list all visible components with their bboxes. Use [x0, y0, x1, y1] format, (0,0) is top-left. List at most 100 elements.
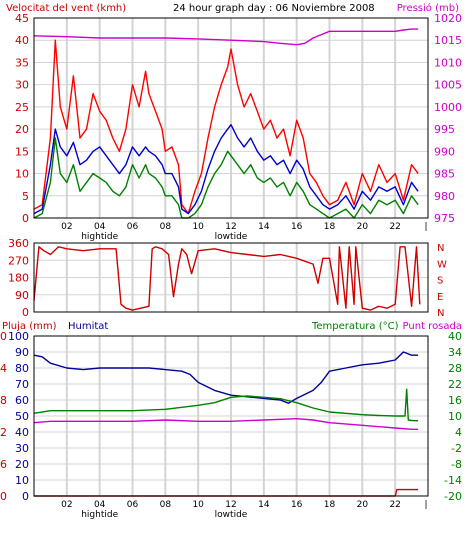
- panel3-frame: [33, 335, 429, 497]
- panel3-dewpoint-axis-title: Punt rosada: [403, 321, 462, 332]
- frame-layer: [33, 17, 429, 497]
- panel1-x-tick-label: 20: [357, 222, 369, 232]
- panel3-humidity-tick-label: 0: [22, 490, 29, 503]
- panel1-wind-tick-label: 15: [15, 145, 29, 158]
- panel1-x-tick-label: 10: [192, 222, 204, 232]
- panel3-x-tide-label: hightide: [81, 510, 118, 520]
- panel3-temperature-tick-label: 40: [448, 330, 462, 343]
- panel1-x-tick-label: 06: [127, 222, 139, 232]
- panel2-compass-label: N: [437, 308, 444, 319]
- panel1-pressure-tick-label: 1010: [434, 56, 462, 69]
- panel2-direction-tick-label: 90: [15, 289, 29, 302]
- panel3-humidity-tick-label: 30: [15, 442, 29, 455]
- panel1-x-tick-label: 14: [258, 222, 270, 232]
- panel1-pressure-tick-label: 1015: [434, 34, 462, 47]
- panel3-rain-axis-title: Pluja (mm): [2, 321, 57, 332]
- panel3-x-tick-label: 20: [357, 500, 369, 510]
- panel3-temperature-tick-label: -8: [451, 458, 462, 471]
- panel2-direction-tick-label: 360: [8, 237, 29, 250]
- panel1-x-tick-label: 16: [291, 222, 303, 232]
- panel3-x-tick-label: 12: [225, 500, 236, 510]
- panel2-direction-tick-label: 270: [8, 254, 29, 267]
- panel3-humidity-tick-label: 90: [15, 346, 29, 359]
- panel3-temperature-tick-label: 10: [448, 410, 462, 423]
- panel3-x-tick-label: 06: [127, 500, 139, 510]
- panel1-x-tick-label: 18: [324, 222, 336, 232]
- panel3-humidity-tick-label: 60: [15, 394, 29, 407]
- panel1-wind-tick-label: 0: [22, 212, 29, 225]
- chart-title: 24 hour graph day : 06 Noviembre 2008: [173, 3, 375, 14]
- tick-label-layer: 0510152025303540459759809859909951000100…: [0, 12, 462, 520]
- panel3-humidity-tick-label: 20: [15, 458, 29, 471]
- panel3-temperature-tick-label: 22: [448, 378, 462, 391]
- panel3-temperature-tick-label: -14: [444, 474, 462, 487]
- panel3-rain-tick-label: 30: [0, 330, 7, 343]
- panel1-wind-tick-label: 20: [15, 123, 29, 136]
- panel3-rain-tick-label: 0: [0, 490, 7, 503]
- panel3-temperature-tick-label: 16: [448, 394, 462, 407]
- panel3-humidity-axis-title: Humitat: [68, 321, 108, 332]
- panel1-wind-tick-label: 35: [15, 56, 29, 69]
- panel1-wind-tick-label: 5: [22, 190, 29, 203]
- panel3-temperature-tick-label: -20: [444, 490, 462, 503]
- panel3-temperature-axis-title: Temperatura (°C): [311, 321, 399, 332]
- panel3-rain-tick-label: 6: [0, 458, 7, 471]
- panel1-pressure-tick-label: 985: [434, 168, 455, 181]
- panel2-compass-label: W: [437, 259, 447, 270]
- panel3-x-tick-label: 08: [160, 500, 172, 510]
- panel1-wind-tick-label: 45: [15, 12, 29, 25]
- panel1-x-end-label: |: [424, 222, 427, 232]
- panel2-frame: [33, 242, 429, 313]
- panel1-right-axis-title: Pressió (mb): [397, 2, 459, 14]
- panel3-humidity-tick-label: 80: [15, 362, 29, 375]
- panel3-x-tide-label: lowtide: [215, 510, 248, 520]
- panel1-frame: [33, 17, 429, 219]
- panel2-series-line: [33, 246, 421, 311]
- panel1-series-line: [33, 28, 419, 46]
- panel1-series-line: [33, 39, 419, 215]
- panel3-x-tick-label: 16: [291, 500, 303, 510]
- panel1-wind-tick-label: 40: [15, 34, 29, 47]
- panel1-x-tick-label: 04: [94, 222, 106, 232]
- panel3-humidity-tick-label: 10: [15, 474, 29, 487]
- panel3-rain-tick-label: 18: [0, 394, 7, 407]
- panel3-temperature-tick-label: 4: [455, 426, 462, 439]
- grid-layer: [34, 17, 428, 497]
- panel3-x-tick-label: 22: [389, 500, 400, 510]
- panel1-pressure-tick-label: 1020: [434, 12, 462, 25]
- panel2-direction-tick-label: 0: [22, 306, 29, 319]
- panel3-humidity-tick-label: 100: [8, 330, 29, 343]
- panel3-x-tick-label: 10: [192, 500, 204, 510]
- panel1-x-tide-label: hightide: [81, 232, 118, 242]
- panel3-temperature-tick-label: 28: [448, 362, 462, 375]
- panel2-compass-label: N: [437, 243, 444, 254]
- panel1-wind-tick-label: 25: [15, 101, 29, 114]
- panel1-pressure-tick-label: 980: [434, 190, 455, 203]
- panel2-direction-tick-label: 180: [8, 272, 29, 285]
- panel1-wind-tick-label: 30: [15, 79, 29, 92]
- panel1-series-line: [33, 124, 419, 215]
- panel3-series-line: [33, 418, 419, 430]
- panel3-temperature-tick-label: -2: [451, 442, 462, 455]
- panel3-x-tick-label: 18: [324, 500, 336, 510]
- panel1-pressure-tick-label: 975: [434, 212, 455, 225]
- panel3-rain-tick-label: 24: [0, 362, 7, 375]
- panel1-pressure-tick-label: 990: [434, 145, 455, 158]
- panel1-x-tick-label: 12: [225, 222, 236, 232]
- panel1-pressure-tick-label: 1000: [434, 101, 462, 114]
- panel3-rain-tick-label: 12: [0, 426, 7, 439]
- panel3-temperature-tick-label: 34: [448, 346, 462, 359]
- panel3-series-line: [33, 388, 419, 422]
- panel1-x-tick-label: 22: [389, 222, 400, 232]
- panel1-wind-tick-label: 10: [15, 168, 29, 181]
- panel2-compass-label: E: [437, 292, 443, 303]
- panel3-humidity-tick-label: 50: [15, 410, 29, 423]
- panel3-x-tick-label: 14: [258, 500, 270, 510]
- panel1-series-line: [33, 137, 419, 219]
- panel3-x-tick-label: 04: [94, 500, 106, 510]
- panel1-pressure-tick-label: 995: [434, 123, 455, 136]
- panel1-x-tick-label: 08: [160, 222, 172, 232]
- panel1-pressure-tick-label: 1005: [434, 79, 462, 92]
- panel3-humidity-tick-label: 40: [15, 426, 29, 439]
